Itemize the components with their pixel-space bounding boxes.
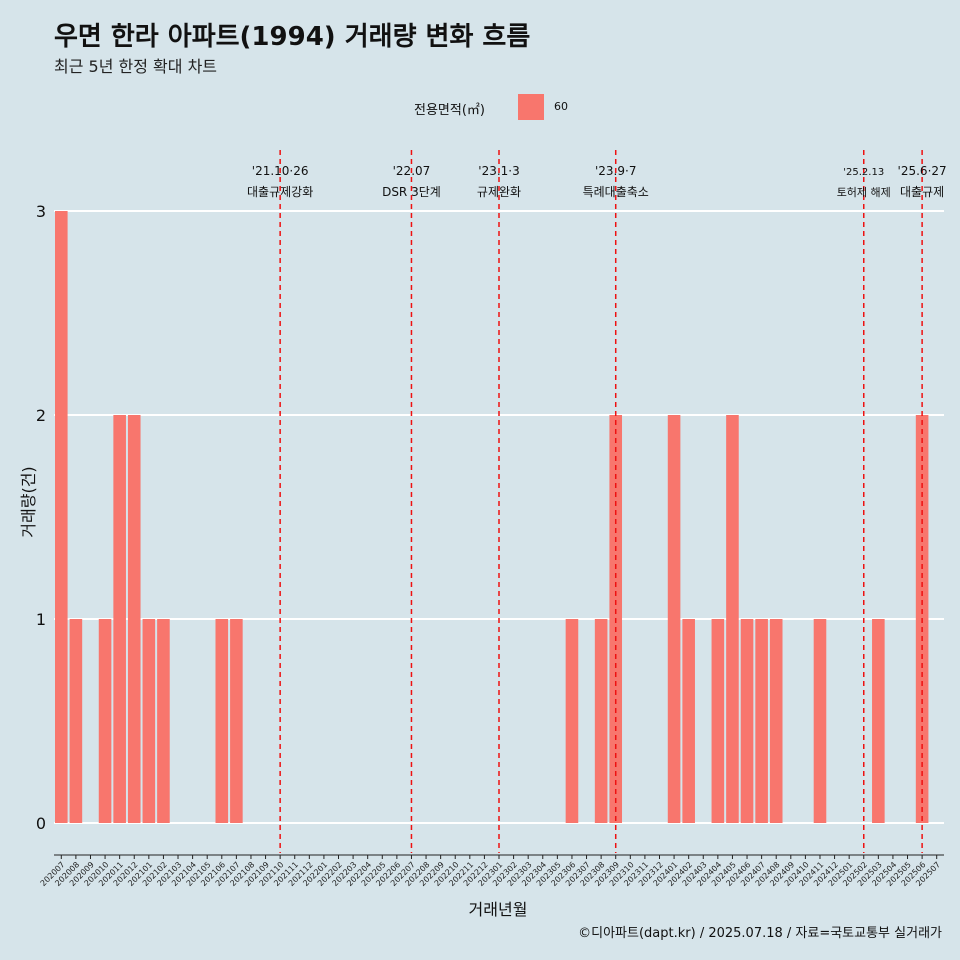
y-tick-label-1: 1 bbox=[36, 610, 46, 629]
bar-202306 bbox=[565, 619, 579, 823]
bar-202402 bbox=[682, 619, 695, 823]
x-axis: 2020072020082020092020102020112020122021… bbox=[39, 854, 944, 888]
bar-202503 bbox=[872, 619, 885, 823]
legend: 전용면적(㎡) 60 bbox=[0, 93, 960, 121]
event-label-202502: 토허제 해제 bbox=[837, 185, 891, 199]
bar-202406 bbox=[740, 619, 754, 823]
bar-202101 bbox=[142, 619, 156, 823]
chart-subtitle: 최근 5년 한정 확대 차트 bbox=[54, 57, 218, 76]
bars bbox=[55, 211, 929, 823]
bar-202107 bbox=[230, 619, 243, 823]
source-caption: ©디아파트(dapt.kr) / 2025.07.18 / 자료=국토교통부 실… bbox=[578, 926, 942, 941]
event-label-202110: 대출규제강화 bbox=[247, 185, 313, 199]
event-date-202309: '23.9·7 bbox=[595, 164, 636, 178]
bar-202308 bbox=[594, 619, 608, 823]
bar-202012 bbox=[127, 415, 141, 823]
bar-202408 bbox=[769, 619, 783, 823]
legend-key-60 bbox=[518, 94, 544, 120]
x-axis-label: 거래년월 bbox=[469, 900, 528, 919]
event-date-202506: '25.6·27 bbox=[898, 164, 947, 178]
event-lines: '21.10·26 대출규제강화 '22.07 DSR 3단계 '23.1·3 규제완화 '… bbox=[247, 150, 947, 853]
bar-202404 bbox=[711, 619, 725, 823]
legend-title: 전용면적(㎡) bbox=[414, 103, 485, 118]
bar-202106 bbox=[215, 619, 229, 823]
y-axis: 0 1 2 3 bbox=[36, 202, 46, 833]
bar-202401 bbox=[667, 415, 681, 823]
bar-202011 bbox=[113, 415, 126, 823]
event-label-202506: 대출규제 bbox=[900, 185, 944, 199]
bar-202407 bbox=[755, 619, 768, 823]
y-tick-label-2: 2 bbox=[36, 406, 46, 425]
y-tick-label-3: 3 bbox=[36, 202, 46, 221]
bar-202007 bbox=[55, 211, 68, 823]
event-label-202309: 특례대출축소 bbox=[583, 185, 649, 199]
chart-title: 우면 한라 아파트(1994) 거래량 변화 흐름 bbox=[54, 22, 531, 52]
y-axis-label: 거래량(건) bbox=[19, 466, 38, 537]
bar-202008 bbox=[69, 619, 83, 823]
bar-202102 bbox=[157, 619, 170, 823]
y-tick-label-0: 0 bbox=[36, 814, 46, 833]
event-date-202110: '21.10·26 bbox=[252, 164, 309, 178]
event-date-202301: '23.1·3 bbox=[478, 164, 519, 178]
bar-202010 bbox=[98, 619, 112, 823]
event-label-202207: DSR 3단계 bbox=[382, 185, 441, 199]
bar-202405 bbox=[726, 415, 739, 823]
gridlines bbox=[54, 210, 944, 824]
event-label-202301: 규제완화 bbox=[477, 185, 521, 199]
bar-202411 bbox=[813, 619, 827, 823]
legend-label-60: 60 bbox=[554, 100, 568, 113]
event-date-202207: '22.07 bbox=[393, 164, 431, 178]
event-date-202502: '25.2.13 bbox=[843, 167, 884, 178]
